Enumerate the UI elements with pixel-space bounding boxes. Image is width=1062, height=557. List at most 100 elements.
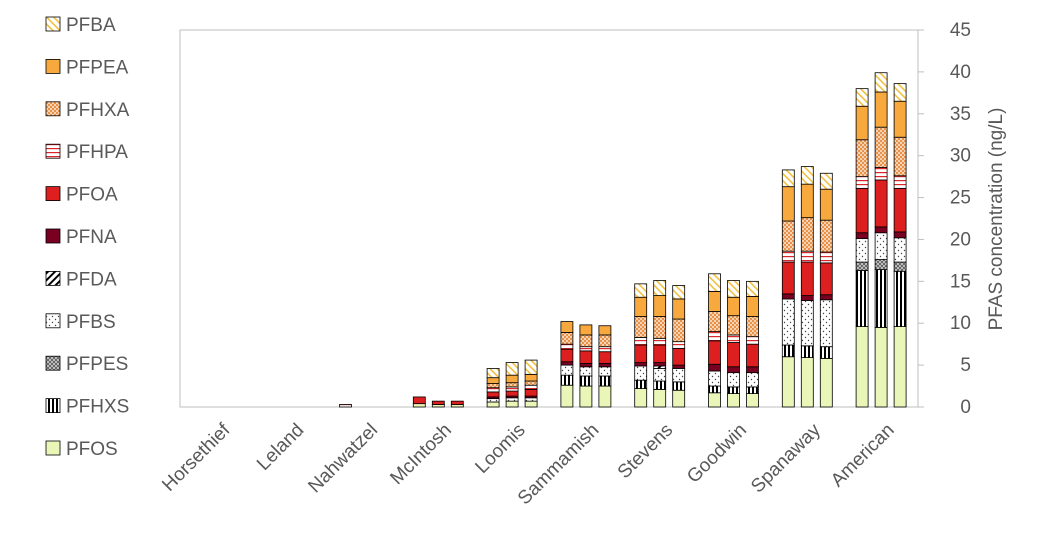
bar-segment-pfoa-spanaway-1 [781,261,795,295]
bar-segment-pfhpa-sammamish-3 [598,346,612,353]
bar-segment-pfba-american-3 [893,83,907,102]
bar-segment-pfpea-spanaway-1 [781,186,795,222]
bar-segment-pfna-stevens-2 [653,362,667,367]
bar-segment-pfoa-stevens-2 [653,344,667,363]
bar-segment-pfhxs-spanaway-1 [781,344,795,358]
bar-segment-pfhxs-american-3 [893,270,907,327]
legend-swatch-pfbs [45,313,61,329]
bar-segment-pfhpa-spanaway-1 [781,250,795,263]
bar-segment-pfhxs-spanaway-2 [800,345,814,358]
bar-segment-pfos-loomis-3 [524,400,538,408]
bar-segment-pfbs-loomis-3 [524,397,538,402]
bar-segment-pfhpa-spanaway-3 [819,251,833,264]
bar-segment-pfpea-american-3 [893,100,907,138]
bar-segment-pfpea-goodwin-2 [727,296,740,317]
y-tick-label: 20 [950,229,971,250]
bar-segment-pfpea-stevens-2 [653,295,667,317]
bar-segment-pfhpa-goodwin-3 [746,336,759,345]
bar-segment-pfhxs-american-2 [874,269,888,328]
bar-segment-pfpes-american-1 [855,261,869,271]
bar-segment-pfos-goodwin-1 [708,392,721,408]
bar-segment-pfpea-loomis-1 [486,377,500,384]
bar-segment-pfos-goodwin-2 [727,393,740,408]
bar-segment-pfos-sammamish-1 [560,384,574,408]
bar-segment-pfpea-loomis-2 [505,374,519,384]
bar-segment-pfos-loomis-2 [505,400,519,408]
bar-segment-pfhxa-goodwin-1 [708,311,721,333]
y-tick-label: 30 [950,146,971,167]
bar-segment-pfoa-american-1 [855,187,869,234]
bar-segment-pfoa-goodwin-1 [708,340,721,365]
bar-segment-pfoa-loomis-3 [524,389,538,397]
legend-label-pfhpa: PFHPA [66,142,128,163]
bar-segment-pfba-stevens-2 [653,280,667,296]
bar-segment-pfba-american-2 [874,72,888,93]
bar-segment-pfhpa-stevens-1 [634,337,648,346]
bar-segment-pfhxa-american-1 [855,139,869,178]
bar-segment-pfpea-loomis-3 [524,373,538,382]
bar-segment-pfpea-sammamish-2 [579,324,593,336]
bar-segment-pfhxs-stevens-1 [634,379,648,389]
bar-segment-pfpea-goodwin-1 [708,290,721,312]
bar-segment-pfbs-loomis-2 [505,397,519,402]
bar-segment-pfba-goodwin-1 [708,273,721,292]
bar-stacks [339,72,907,408]
plot-area [179,29,919,408]
y-tick-label: 0 [960,397,971,418]
bar-segment-pfos-sammamish-2 [579,385,593,408]
bar-segment-pfhpa-nahwatzel-1 [339,404,352,408]
legend-swatch-pfos [45,440,61,456]
bar-segment-pfba-goodwin-2 [727,280,740,298]
x-tick-label: Goodwin [683,420,751,488]
legend-label-pfda: PFDA [66,269,117,290]
bar-segment-pfhpa-sammamish-1 [560,343,574,350]
bar-segment-pfhxa-stevens-3 [672,318,686,343]
bar-segment-pfhpa-american-1 [855,176,869,189]
bar-segment-pfpea-stevens-1 [634,296,648,317]
bar-segment-pfoa-mcintosh-1 [412,396,426,405]
bar-segment-pfhpa-american-3 [893,175,907,189]
bar-segment-pfoa-stevens-3 [672,347,686,366]
bar-segment-pfbs-spanaway-1 [781,298,795,346]
bar-segment-pfna-spanaway-3 [819,294,833,301]
bar-segment-pfhpa-american-2 [874,166,888,181]
bar-segment-pfbs-spanaway-3 [819,299,833,348]
x-tick-label: Horsethief [158,419,235,496]
plot-border [179,29,919,408]
x-tick-label: Stevens [614,420,677,483]
bar-segment-pfhxa-loomis-3 [524,380,538,386]
y-tick-label: 35 [950,104,971,125]
bar-segment-pfos-stevens-3 [672,389,686,408]
bar-segment-pfhxa-american-2 [874,126,888,168]
bar-segment-pfpea-sammamish-1 [560,321,574,333]
legend-label-pfhxs: PFHXS [66,397,129,418]
bar-segment-pfhxs-american-1 [855,270,869,327]
bar-segment-pfhxa-stevens-1 [634,316,648,338]
bar-segment-pfos-american-2 [874,327,888,408]
bar-segment-pfbs-sammamish-2 [579,366,593,377]
bar-segment-pfna-spanaway-1 [781,293,795,300]
bar-segment-pfhxs-stevens-3 [672,381,686,391]
bar-segment-pfba-spanaway-1 [781,169,795,188]
bar-segment-pfhxs-goodwin-1 [708,385,721,394]
bar-segment-pfba-spanaway-3 [819,172,833,190]
y-tick-label: 15 [950,271,971,292]
bar-segment-pfpea-spanaway-2 [800,183,814,219]
bar-segment-pfhxa-spanaway-3 [819,219,833,253]
bar-segment-pfhxa-loomis-2 [505,382,519,388]
legend-label-pfpes: PFPES [66,354,128,375]
bar-segment-pfhpa-stevens-3 [672,341,686,349]
bar-segment-pfoa-mcintosh-3 [450,400,464,405]
bar-segment-pfhpa-spanaway-2 [800,250,814,263]
bar-segment-pfos-stevens-2 [653,389,667,408]
legend-swatch-pfhpa [45,143,61,159]
bar-segment-pfba-loomis-1 [486,368,500,379]
bar-segment-pfos-american-3 [893,326,907,408]
bar-segment-pfba-stevens-1 [634,283,648,298]
bar-segment-pfhpa-sammamish-2 [579,346,593,352]
bar-segment-pfoa-spanaway-2 [800,261,814,296]
bar-segment-pfbs-loomis-1 [486,398,500,403]
x-tick-label: Loomis [471,420,529,478]
